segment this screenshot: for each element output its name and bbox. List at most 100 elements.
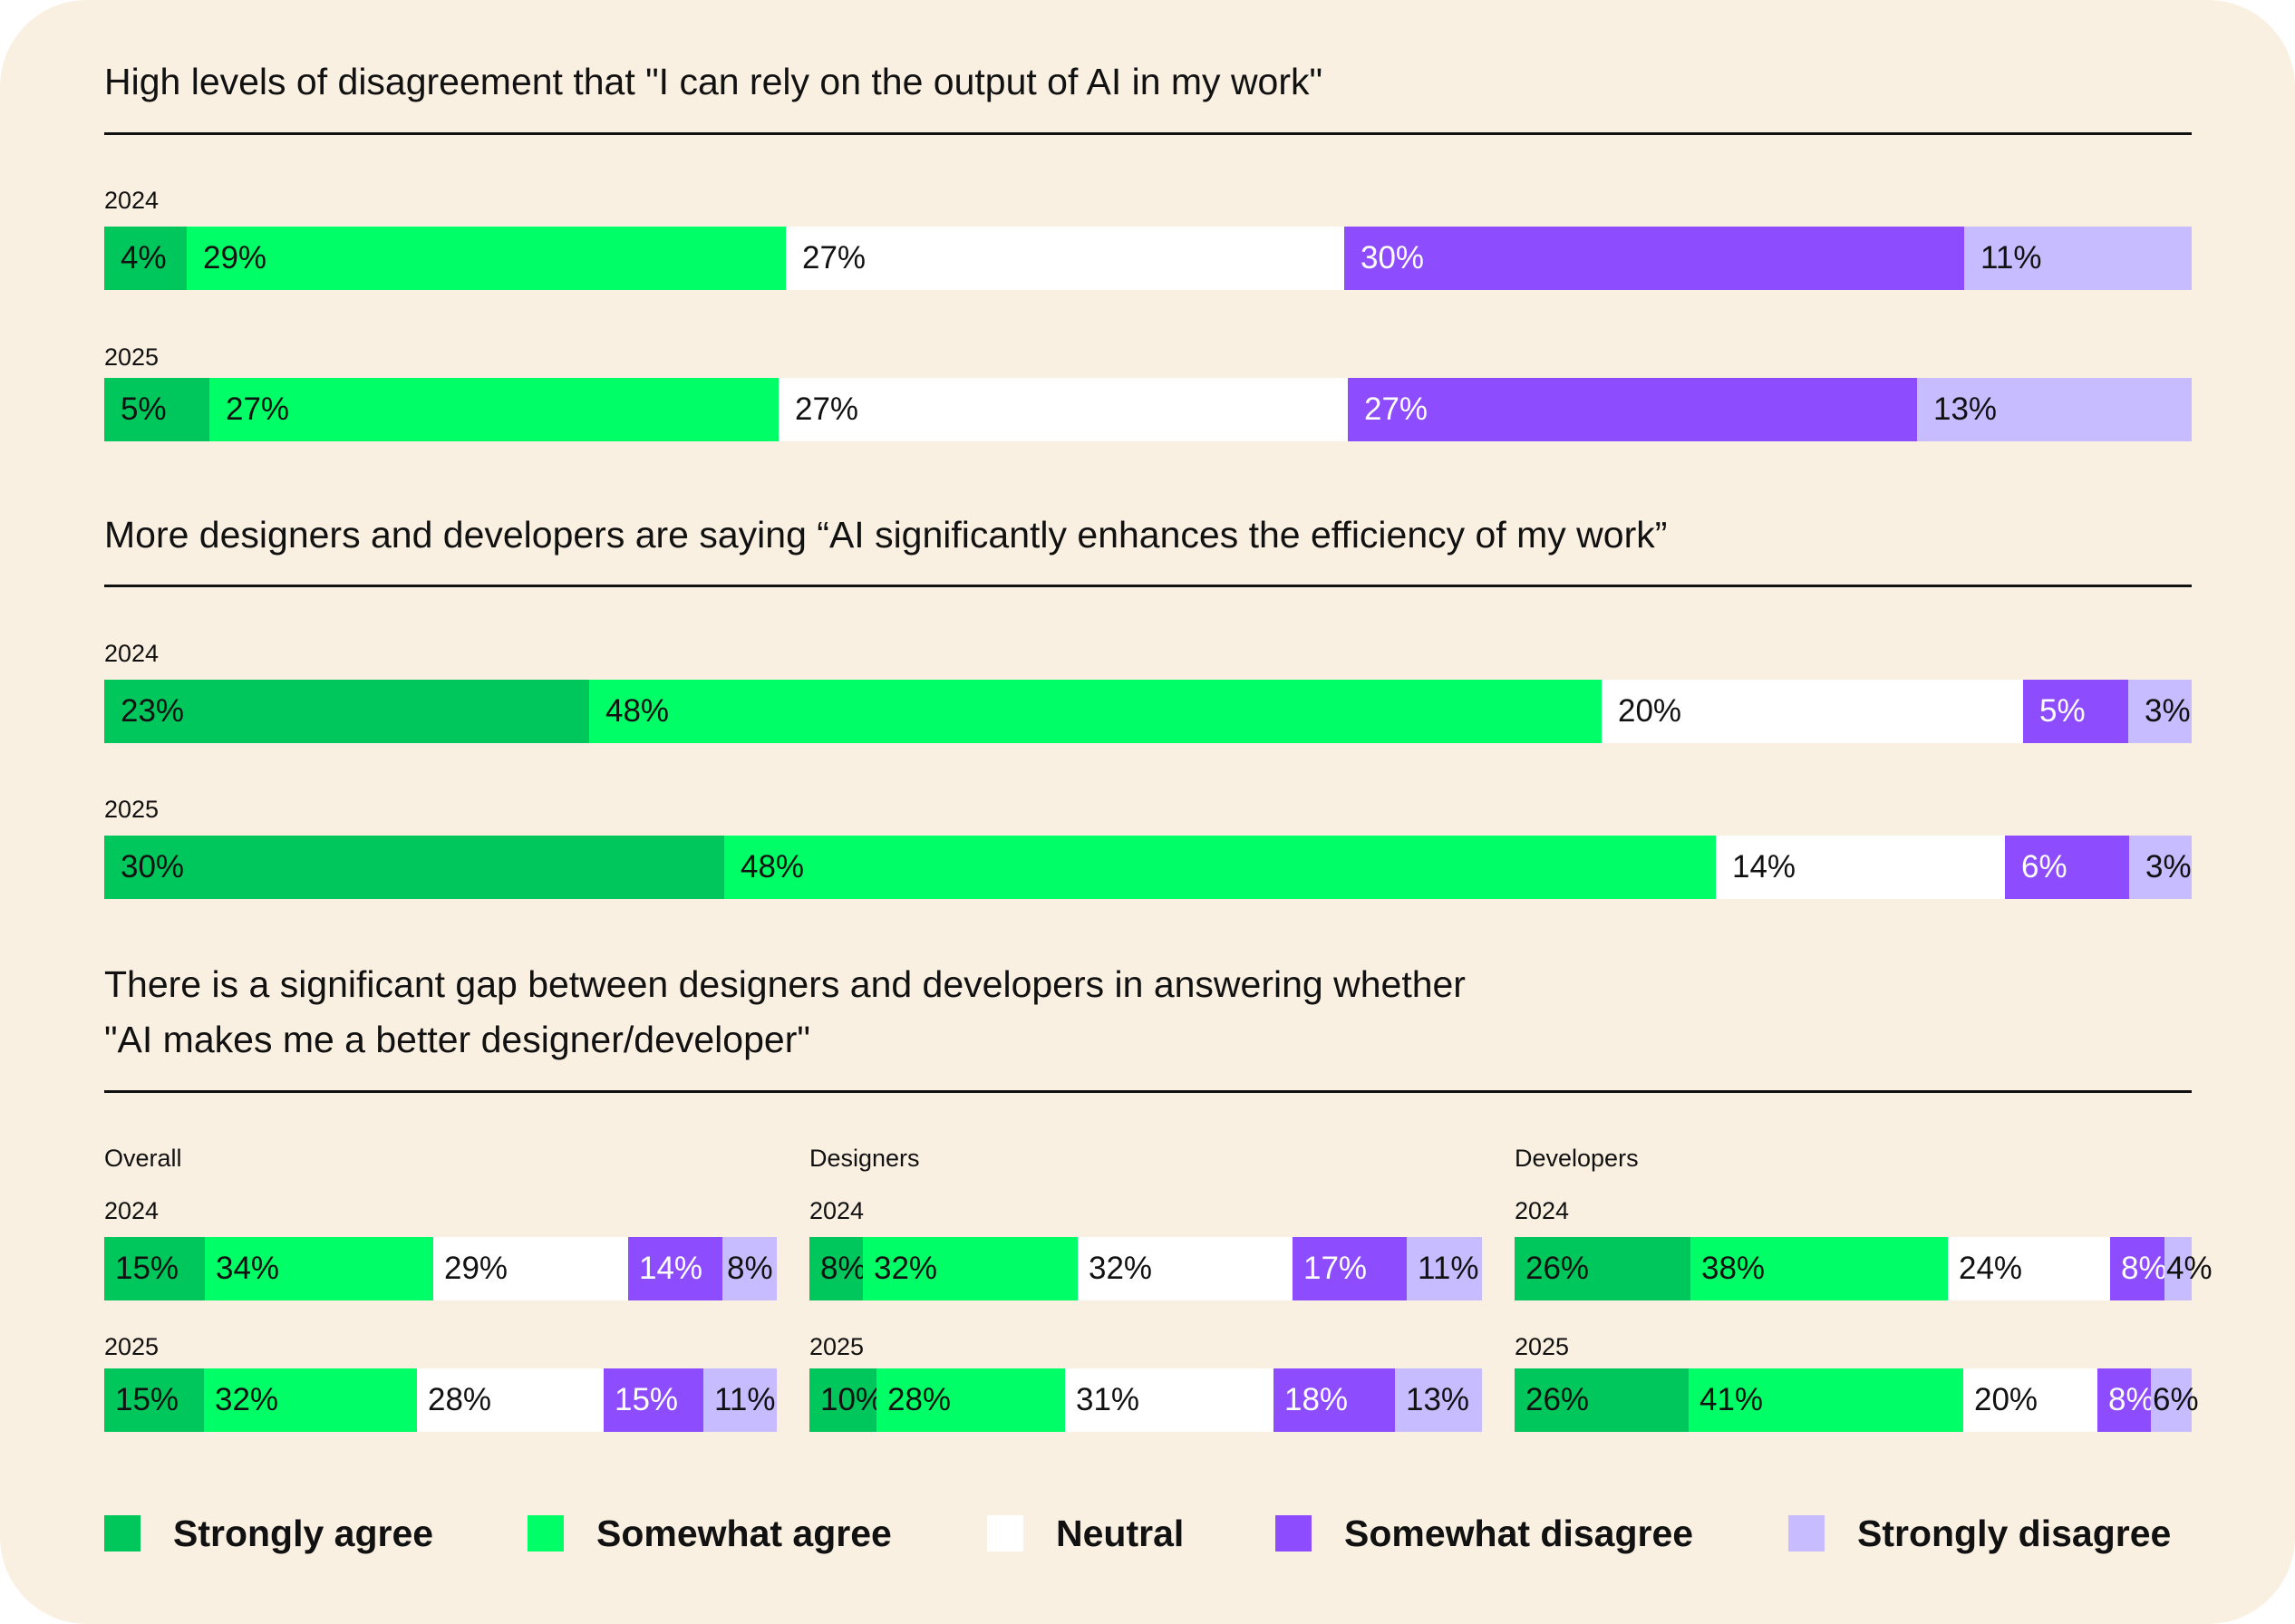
bar-value-label: 8% [2108,1382,2155,1417]
bar-value-label: 32% [1089,1251,1153,1286]
stacked-bar-row: 30% 48% 14% 6% 3% [104,836,2192,899]
bar-value-label: 8% [727,1251,773,1286]
bar-segment-neutral [1602,680,2023,743]
bar-value-label: 10% [820,1382,885,1417]
bar-value-label: 14% [1732,849,1796,884]
bar-segment-somewhat-disagree [2023,680,2128,743]
bar-segment-strongly-agree [104,680,589,743]
section-3-title: There is a significant gap between desig… [104,963,1466,1005]
section-2-title: More designers and developers are saying… [104,514,1668,556]
bar-value-label: 27% [226,392,290,427]
stacked-bar-row: 23% 48% 20% 5% 3% [104,680,2192,743]
bar-segment-somewhat-agree [589,680,1602,743]
bar-segment-neutral [1948,1237,2110,1300]
stacked-bar-row: 8% 32% 32% 17% 11% [809,1237,1482,1300]
bar-segment-strongly-agree [104,1368,204,1432]
bar-value-label: 13% [1933,392,1998,427]
bar-value-label: 20% [1618,693,1682,729]
bar-segment-neutral [1078,1237,1293,1300]
bar-segment-strongly-agree [104,836,724,899]
legend-label: Neutral [1056,1513,1185,1554]
bar-segment-strongly-agree [1515,1368,1689,1432]
bar-segment-strongly-agree [104,1237,205,1300]
bar-value-label: 14% [639,1251,703,1286]
stacked-bar-row: 4% 29% 27% 30% 11% [104,227,2192,290]
bar-segment-somewhat-agree [187,227,786,290]
bar-value-label: 18% [1284,1382,1349,1417]
bar-value-label: 8% [2121,1251,2167,1286]
section-1-title: High levels of disagreement that "I can … [104,61,1323,102]
bar-segment-somewhat-disagree [1293,1237,1407,1300]
bar-value-label: 41% [1699,1382,1764,1417]
bar-value-label: 17% [1303,1251,1368,1286]
bar-value-label: 30% [121,849,185,884]
bar-value-label: 26% [1525,1251,1590,1286]
group-label-designers: Designers [809,1145,920,1172]
bar-value-label: 28% [428,1382,492,1417]
legend-label: Strongly agree [173,1513,434,1554]
bar-segment-somewhat-disagree [2005,836,2129,899]
bar-value-label: 6% [2021,849,2067,884]
bar-segment-strongly-agree [104,227,187,290]
row-year-label: 2024 [104,1197,160,1224]
legend-swatch-somewhat-agree [528,1515,564,1552]
bar-value-label: 5% [121,392,167,427]
bar-segment-somewhat-disagree [1273,1368,1395,1432]
row-year-label: 2024 [104,640,160,667]
bar-value-label: 27% [802,240,867,276]
section-1-rule [104,132,2192,135]
bar-segment-somewhat-agree [724,836,1716,899]
bar-segment-strongly-agree [809,1237,863,1300]
bar-segment-neutral [1963,1368,2097,1432]
bar-value-label: 11% [1980,240,2042,276]
stacked-bar-row: 15% 32% 28% 15% 11% [104,1368,777,1432]
bar-value-label: 32% [215,1382,279,1417]
bar-segment-somewhat-agree [1689,1368,1963,1432]
bar-segment-somewhat-agree [1690,1237,1948,1300]
row-year-label: 2025 [809,1333,865,1360]
bar-value-label: 15% [615,1382,679,1417]
bar-value-label: 38% [1701,1251,1766,1286]
bar-value-label: 15% [115,1382,179,1417]
stacked-bar-row: 15% 34% 29% 14% 8% [104,1237,777,1300]
section-3-rule [104,1090,2192,1093]
section-3-title-line2: "AI makes me a better designer/developer… [104,1019,810,1060]
legend-swatch-strongly-disagree [1788,1515,1825,1552]
stacked-bar-row: 5% 27% 27% 27% 13% [104,378,2192,441]
bar-segment-strongly-disagree [1395,1368,1482,1432]
bar-segment-somewhat-disagree [1348,378,1917,441]
bar-value-label: 13% [1406,1382,1470,1417]
bar-value-label: 48% [605,693,670,729]
bar-segment-strongly-disagree [2164,1237,2192,1300]
bar-segment-strongly-disagree [2151,1368,2192,1432]
row-year-label: 2024 [1515,1197,1570,1224]
bar-value-label: 15% [115,1251,179,1286]
bar-value-label: 31% [1076,1382,1140,1417]
stacked-bar-row: 26% 41% 20% 8% 6% [1515,1368,2199,1432]
bar-value-label: 29% [444,1251,508,1286]
bar-value-label: 4% [121,240,167,276]
bar-value-label: 11% [714,1382,776,1417]
bar-segment-strongly-agree [104,378,209,441]
bar-value-label: 29% [203,240,267,276]
bar-value-label: 3% [2145,849,2192,884]
legend-label: Strongly disagree [1857,1513,2172,1554]
bar-segment-strongly-disagree [1917,378,2192,441]
bar-value-label: 30% [1361,240,1425,276]
bar-value-label: 4% [2166,1251,2213,1286]
bar-segment-somewhat-disagree [628,1237,722,1300]
bar-segment-strongly-disagree [2129,836,2192,899]
bar-value-label: 27% [1364,392,1428,427]
group-label-developers: Developers [1515,1145,1639,1172]
row-year-label: 2025 [104,343,160,371]
legend: Strongly agree Somewhat agree Neutral So… [104,1508,2192,1562]
bar-segment-strongly-disagree [1407,1237,1482,1300]
stacked-bar-row: 10% 28% 31% 18% 13% [809,1368,1482,1432]
bar-value-label: 26% [1525,1382,1590,1417]
row-year-label: 2025 [104,1333,160,1360]
bar-segment-somewhat-agree [205,1237,433,1300]
bar-segment-strongly-disagree [2128,680,2192,743]
section-2-rule [104,585,2192,587]
row-year-label: 2024 [104,187,160,214]
